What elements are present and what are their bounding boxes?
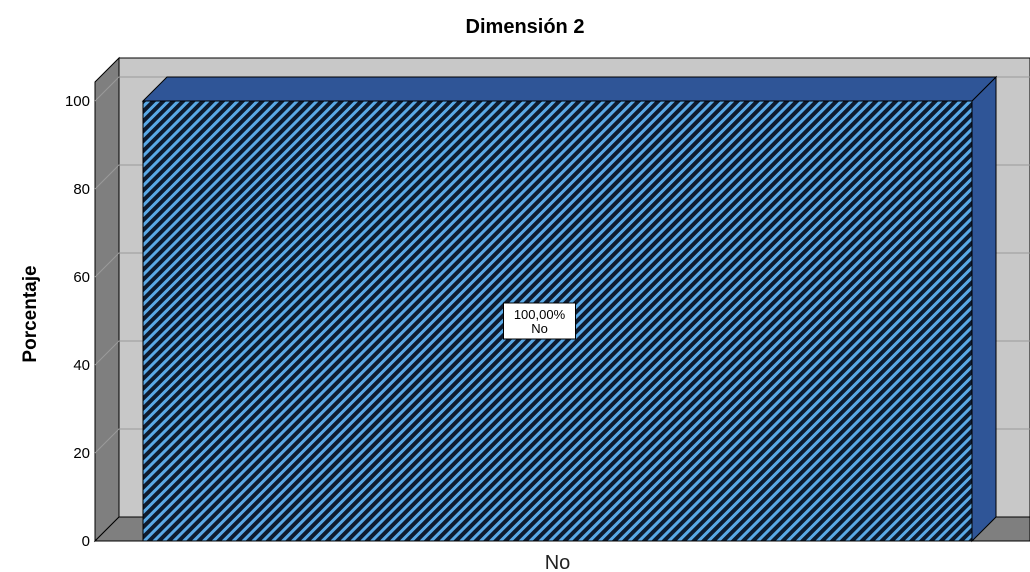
y-tick-label: 60 <box>73 269 90 286</box>
data-label-category: No <box>531 321 548 336</box>
bar-side <box>971 75 997 543</box>
data-label-value: 100,00% <box>514 307 566 322</box>
y-tick-label: 0 <box>82 533 90 550</box>
x-category-label: No <box>545 552 571 572</box>
x-axis-labels: No <box>545 552 571 572</box>
bar-top <box>141 76 998 102</box>
y-tick-label: 20 <box>73 445 90 462</box>
data-label-box <box>503 302 576 340</box>
y-axis-ticks: 0 20 40 60 80 100 <box>65 93 90 550</box>
chart-title: Dimensión 2 <box>465 16 585 38</box>
y-tick-label: 80 <box>73 181 90 198</box>
left-wall <box>94 56 120 543</box>
y-tick-label: 100 <box>65 93 90 110</box>
data-label: 100,00%No <box>503 302 576 340</box>
data-labels: 100,00%No <box>503 302 576 340</box>
y-tick-label: 40 <box>73 357 90 374</box>
